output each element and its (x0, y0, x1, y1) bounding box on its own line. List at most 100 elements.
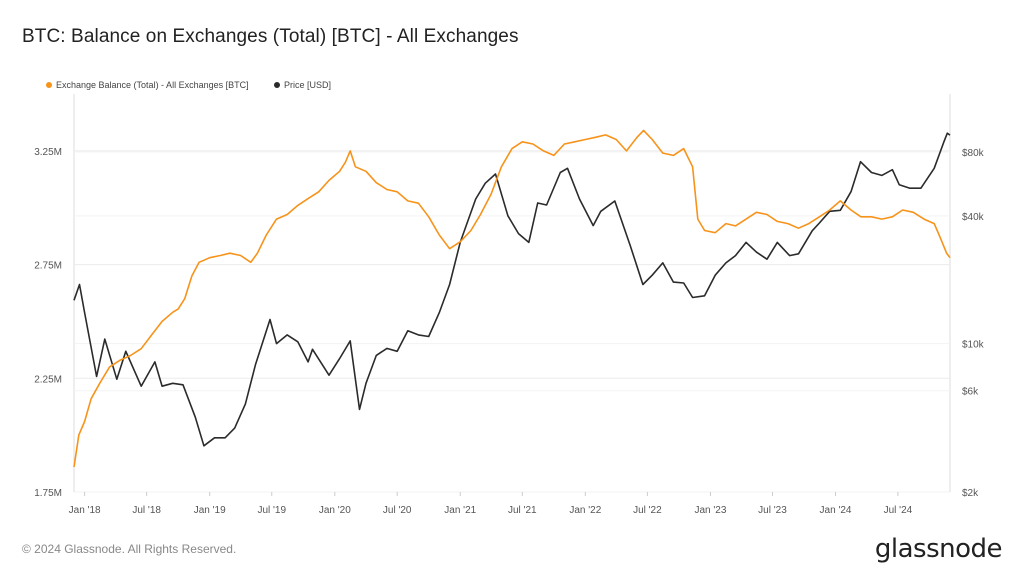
price-point (484, 182, 487, 185)
balance-point (90, 397, 93, 400)
balance-point (161, 320, 164, 323)
x-tick-label: Jan '18 (69, 505, 101, 516)
balance-point (108, 365, 111, 368)
price-point (311, 348, 314, 351)
price-points (73, 132, 952, 448)
balance-point (349, 149, 352, 152)
balance-point (307, 197, 310, 200)
grid-lines (73, 94, 951, 493)
price-point (880, 174, 883, 177)
price-point (566, 167, 569, 170)
legend-marker-price (274, 82, 280, 88)
balance-point (171, 311, 174, 314)
balance-point (77, 434, 80, 437)
balance-point (385, 188, 388, 191)
balance-point (912, 211, 915, 214)
balance-point (636, 136, 639, 139)
glassnode-logo[interactable]: glassnode (874, 534, 1003, 564)
balance-point (219, 254, 222, 257)
x-tick-label: Jan '21 (444, 505, 476, 516)
price-point (307, 360, 310, 363)
price-point (839, 209, 842, 212)
balance-point (945, 252, 948, 255)
balance-point (375, 181, 378, 184)
price-point (536, 201, 539, 204)
price-point (494, 172, 497, 175)
copyright-text: © 2024 Glassnode. All Rights Reserved. (22, 542, 237, 556)
balance-point (594, 136, 597, 139)
price-point (734, 254, 737, 257)
price-point (703, 294, 706, 297)
price-point (672, 281, 675, 284)
price-point (849, 190, 852, 193)
price-point (776, 241, 779, 244)
balance-point (745, 218, 748, 221)
balance-point (651, 138, 654, 141)
price-point (797, 252, 800, 255)
balance-point (479, 213, 482, 216)
price-point (83, 311, 86, 314)
price-point (682, 282, 685, 285)
balance-point (642, 129, 645, 132)
price-point (417, 333, 420, 336)
left-tick-label: 2.25M (34, 374, 62, 385)
price-point (517, 232, 520, 235)
balance-point (198, 261, 201, 264)
balance-point (228, 252, 231, 255)
balance-point (354, 165, 357, 168)
balance-point (573, 140, 576, 143)
balance-point (849, 208, 852, 211)
right-tick-label: $2k (962, 488, 979, 499)
x-tick-label: Jul '23 (758, 505, 787, 516)
price-point (908, 187, 911, 190)
price-point (898, 183, 901, 186)
price-point (641, 283, 644, 286)
x-tick-label: Jan '24 (820, 505, 852, 516)
balance-point (83, 420, 86, 423)
price-point (161, 385, 164, 388)
balance-point (73, 465, 76, 468)
price-point (811, 229, 814, 232)
price-point (275, 342, 278, 345)
balance-point (317, 190, 320, 193)
price-point (73, 299, 76, 302)
balance-point (99, 381, 102, 384)
price-point (115, 378, 118, 381)
right-tick-label: $10k (962, 340, 985, 351)
page-title: BTC: Balance on Exchanges (Total) [BTC] … (22, 26, 519, 47)
legend-label-balance: Exchange Balance (Total) - All Exchanges… (56, 80, 249, 90)
balance-point (661, 152, 664, 155)
price-point (599, 210, 602, 213)
price-point (828, 210, 831, 213)
price-point (545, 203, 548, 206)
balance-point (786, 222, 789, 225)
balance-point (672, 154, 675, 157)
price-point (269, 318, 272, 321)
price-point (942, 141, 945, 144)
balance-point (880, 218, 883, 221)
balance-point (490, 193, 493, 196)
balance-point (776, 220, 779, 223)
balance-point (249, 261, 252, 264)
balance-point (129, 354, 132, 357)
exchange-balance-line (73, 129, 951, 468)
price-point (124, 350, 127, 353)
balance-point (949, 256, 952, 259)
balance-point (500, 165, 503, 168)
balance-point (839, 199, 842, 202)
x-tick-label: Jul '18 (132, 505, 161, 516)
balance-point (625, 149, 628, 152)
balance-point (448, 247, 451, 250)
x-tick-label: Jul '20 (383, 505, 412, 516)
price-point (375, 354, 378, 357)
balance-point (765, 213, 768, 216)
balance-point (584, 138, 587, 141)
balance-point (696, 218, 699, 221)
balance-point (469, 229, 472, 232)
price-point (233, 427, 236, 430)
balance-point (870, 215, 873, 218)
x-tick-label: Jul '24 (884, 505, 913, 516)
price-point (613, 199, 616, 202)
balance-point (286, 213, 289, 216)
price-point (592, 224, 595, 227)
